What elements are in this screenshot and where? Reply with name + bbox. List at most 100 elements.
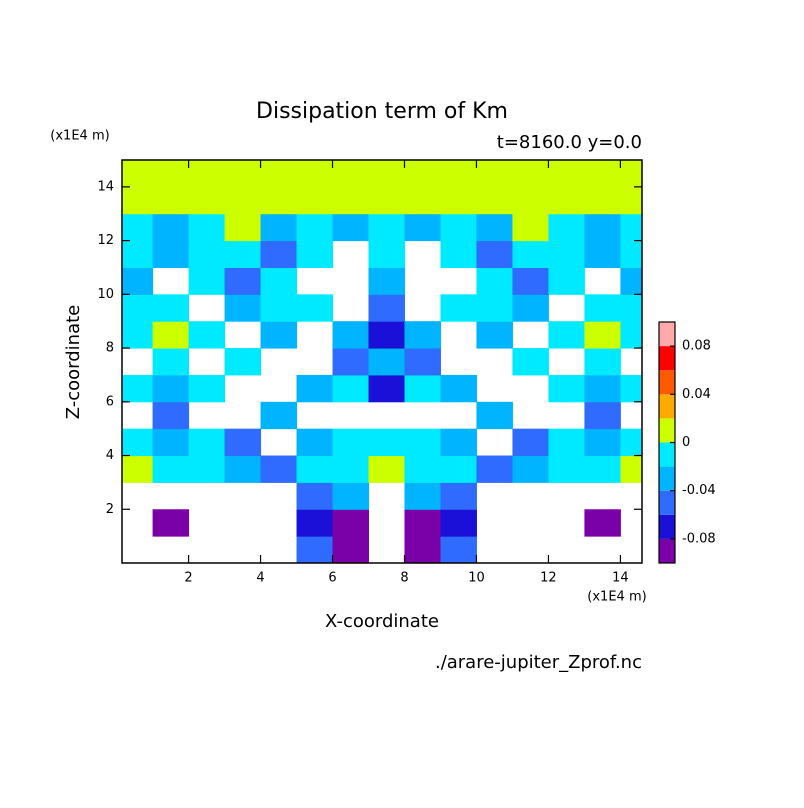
contour-cell — [440, 509, 477, 537]
contour-cell — [440, 428, 477, 457]
contour-cell — [440, 294, 477, 322]
y-tick-label: 2 — [106, 502, 114, 517]
contour-cell — [440, 213, 477, 242]
contour-cell — [260, 294, 298, 322]
contour-cell — [332, 455, 370, 483]
x-unit: (x1E4 m) — [587, 590, 646, 605]
contour-cell — [548, 321, 585, 349]
contour-cell — [122, 374, 154, 403]
contour-cell — [368, 240, 405, 268]
contour-cell — [368, 321, 405, 349]
contour-cell — [476, 321, 513, 349]
colorbar-segment — [659, 442, 675, 467]
contour-cell — [260, 455, 298, 483]
contour-cell — [440, 455, 477, 483]
contour-cell — [188, 240, 226, 268]
colorbar-segment — [659, 538, 675, 563]
contour-cell — [620, 455, 642, 483]
contour-cell — [260, 240, 298, 268]
contour-cell — [260, 401, 298, 430]
contour-cell — [584, 213, 621, 242]
contour-cell — [368, 160, 405, 188]
contour-cell — [296, 428, 334, 457]
contour-cell — [476, 240, 513, 268]
colorbar-tick-label: 0 — [682, 435, 690, 450]
contour-cell — [440, 160, 477, 188]
contour-cell — [332, 186, 370, 215]
contour-cell — [224, 455, 262, 483]
contour-cell — [152, 240, 190, 268]
contour-cell — [548, 186, 585, 215]
colorbar-segment — [659, 394, 675, 419]
contour-cell — [122, 294, 154, 322]
contour-cell — [296, 160, 334, 188]
contour-cell — [332, 213, 370, 242]
contour-cell — [296, 294, 334, 322]
contour-cell — [332, 374, 370, 403]
contour-cell — [332, 482, 370, 510]
contour-cell — [224, 160, 262, 188]
x-tick-label: 12 — [540, 571, 557, 586]
contour-cell — [152, 509, 190, 537]
contour-cell — [512, 160, 549, 188]
contour-cell — [122, 186, 154, 215]
contour-cell — [368, 374, 405, 403]
contour-cell — [188, 428, 226, 457]
y-tick-label: 10 — [97, 287, 114, 302]
contour-cell — [476, 401, 513, 430]
contour-cell — [152, 374, 190, 403]
contour-cell — [296, 374, 334, 403]
contour-cell — [296, 240, 334, 268]
contour-cell — [440, 186, 477, 215]
contour-cell — [122, 213, 154, 242]
y-tick-label: 6 — [106, 394, 114, 409]
contour-cell — [512, 186, 549, 215]
x-tick-label: 2 — [184, 571, 192, 586]
colorbar-tick-label: 0.04 — [682, 387, 711, 402]
contour-cell — [440, 240, 477, 268]
contour-cell — [620, 267, 642, 295]
contour-cell — [368, 348, 405, 376]
contour-cell — [620, 240, 642, 268]
contour-cell — [620, 213, 642, 242]
contour-cell — [404, 348, 441, 376]
contour-cell — [620, 186, 642, 215]
contour-cell — [440, 374, 477, 403]
contour-cell — [404, 536, 441, 563]
contour-cell — [584, 294, 621, 322]
y-unit: (x1E4 m) — [50, 129, 109, 144]
contour-cell — [368, 428, 405, 457]
contour-cell — [512, 294, 549, 322]
y-tick-label: 14 — [97, 179, 114, 194]
contour-cell — [476, 186, 513, 215]
x-tick-label: 14 — [612, 571, 629, 586]
contour-cell — [152, 294, 190, 322]
contour-cell — [152, 348, 190, 376]
contour-cell — [404, 428, 441, 457]
contour-cell — [368, 213, 405, 242]
contour-cell — [152, 428, 190, 457]
y-tick-label: 4 — [106, 448, 114, 463]
contour-cell — [476, 160, 513, 188]
contour-cell — [224, 213, 262, 242]
contour-cell — [584, 374, 621, 403]
footer: ./arare-jupiter_Zprof.nc — [435, 652, 642, 673]
contour-cell — [368, 186, 405, 215]
contour-cell — [548, 213, 585, 242]
contour-cell — [404, 482, 441, 510]
contour-cell — [296, 455, 334, 483]
contour-cell — [188, 267, 226, 295]
contour-cell — [512, 213, 549, 242]
contour-cell — [224, 267, 262, 295]
x-tick-label: 6 — [328, 571, 336, 586]
contour-cell — [260, 213, 298, 242]
contour-cell — [260, 267, 298, 295]
contour-cell — [260, 186, 298, 215]
contour-cell — [188, 374, 226, 403]
subtitle: t=8160.0 y=0.0 — [497, 132, 642, 153]
contour-cell — [548, 374, 585, 403]
colorbar-segment — [659, 418, 675, 443]
contour-cell — [548, 160, 585, 188]
contour-cell — [122, 267, 154, 295]
